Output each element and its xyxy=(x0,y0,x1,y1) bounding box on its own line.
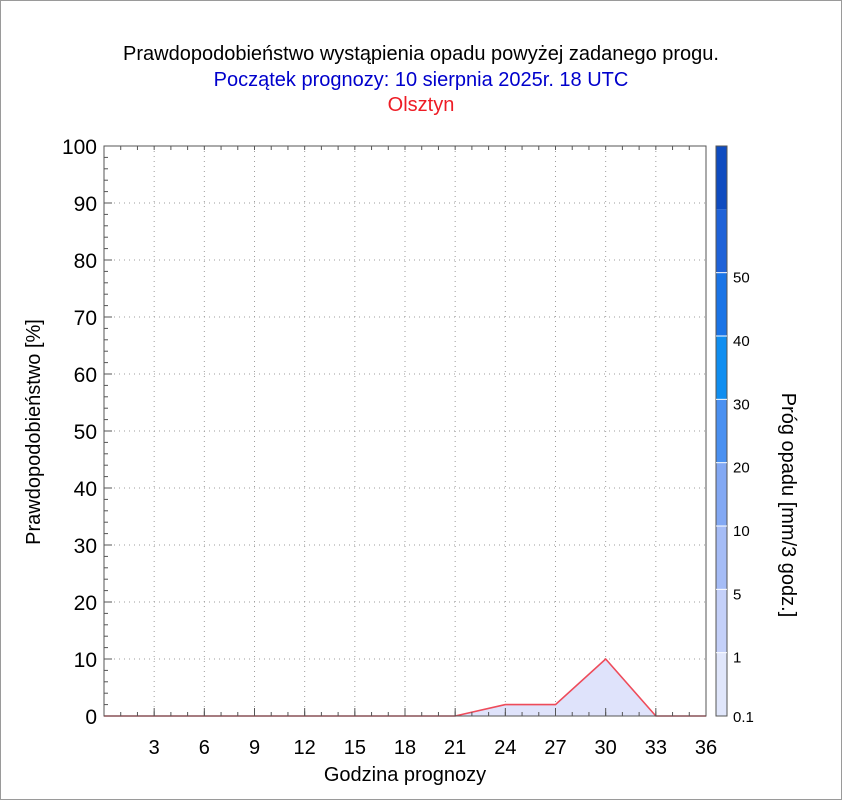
x-axis-label: Godzina prognozy xyxy=(324,764,486,786)
chart-title: Prawdopodobieństwo wystąpienia opadu pow… xyxy=(123,43,719,65)
colorbar-tick-label: 50 xyxy=(733,270,750,287)
x-tick-label: 15 xyxy=(344,737,366,759)
colorbar-segment xyxy=(716,526,727,590)
colorbar-segment xyxy=(716,399,727,463)
colorbar-tick-label: 5 xyxy=(733,586,741,603)
y-tick-label: 90 xyxy=(74,193,97,216)
y-tick-label: 100 xyxy=(62,136,97,159)
x-tick-label: 30 xyxy=(595,737,617,759)
colorbar-tick-label: 30 xyxy=(733,396,750,413)
y-tick-label: 70 xyxy=(74,307,97,330)
x-tick-label: 12 xyxy=(294,737,316,759)
x-tick-label: 33 xyxy=(645,737,667,759)
colorbar-segment xyxy=(716,146,727,210)
colorbar-tick-label: 0.1 xyxy=(733,709,754,726)
y-tick-label: 60 xyxy=(74,364,97,387)
x-tick-label: 36 xyxy=(695,737,717,759)
colorbar-label: Próg opadu [mm/3 godz.] xyxy=(777,393,799,618)
colorbar-segment xyxy=(716,589,727,653)
colorbar-segment xyxy=(716,336,727,400)
colorbar-tick-label: 10 xyxy=(733,523,750,540)
colorbar-segment xyxy=(716,652,727,716)
x-tick-label: 6 xyxy=(199,737,210,759)
y-tick-label: 50 xyxy=(74,421,97,444)
y-tick-label: 0 xyxy=(85,706,97,729)
y-tick-label: 20 xyxy=(74,592,97,615)
x-tick-label: 27 xyxy=(544,737,566,759)
y-tick-label: 30 xyxy=(74,535,97,558)
x-tick-label: 24 xyxy=(494,737,516,759)
y-tick-label: 40 xyxy=(74,478,97,501)
colorbar-border xyxy=(715,145,728,717)
y-tick-label: 80 xyxy=(74,250,97,273)
plot-area xyxy=(104,657,706,717)
colorbar-tick-label: 1 xyxy=(733,650,741,667)
colorbar: 0.1 1 5 10 20 30 40 50 xyxy=(715,145,754,726)
x-tick-label: 3 xyxy=(149,737,160,759)
colorbar-tick-label: 40 xyxy=(733,333,750,350)
colorbar-segment xyxy=(716,209,727,273)
x-tick-label: 18 xyxy=(394,737,416,759)
x-tick-label: 9 xyxy=(249,737,260,759)
station-name: Olsztyn xyxy=(387,94,455,116)
forecast-start-subtitle: Początek prognozy: 10 sierpnia 2025r. 18… xyxy=(213,69,629,91)
y-tick-label: 10 xyxy=(74,649,97,672)
grid xyxy=(104,146,706,716)
probability-area xyxy=(104,659,706,716)
y-axis: 0 10 20 30 40 50 60 70 80 90 100 xyxy=(62,136,112,729)
colorbar-tick-label: 20 xyxy=(733,460,750,477)
colorbar-segment xyxy=(716,272,727,336)
y-axis-label: Prawdopodobieństwo [%] xyxy=(23,319,45,545)
colorbar-segment xyxy=(716,462,727,526)
x-axis: 3 6 9 12 15 18 21 24 27 30 33 36 xyxy=(149,708,717,759)
x-tick-label: 21 xyxy=(444,737,466,759)
